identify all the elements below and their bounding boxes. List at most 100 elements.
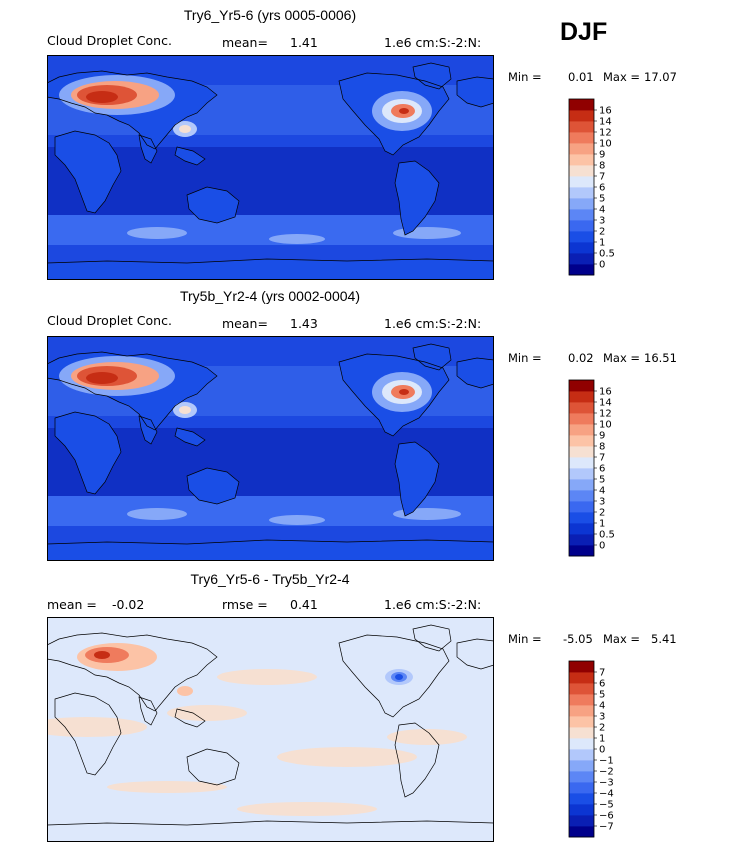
panel-1-map bbox=[47, 55, 494, 280]
contour-region bbox=[456, 357, 494, 389]
colorbar-bin bbox=[569, 545, 594, 557]
contour-region bbox=[269, 515, 325, 525]
contour-region bbox=[237, 802, 377, 816]
contour-region bbox=[338, 72, 450, 156]
colorbar-bin bbox=[569, 231, 594, 243]
contour-region bbox=[175, 147, 205, 165]
colorbar-bin bbox=[569, 694, 594, 706]
panel-3-title: Try6_Yr5-6 - Try5b_Yr2-4 bbox=[190, 571, 350, 587]
colorbar-label: 16 bbox=[599, 106, 612, 117]
colorbar-bin bbox=[569, 176, 594, 188]
panel-1-min-value: 0.01 bbox=[568, 70, 594, 84]
panel-2-units: 1.e6 cm:S:-2:N: bbox=[384, 316, 482, 331]
colorbar-bin bbox=[569, 380, 594, 392]
colorbar-label: 9 bbox=[599, 150, 605, 161]
panel-2-max-label: Max = bbox=[603, 351, 641, 365]
contour-region bbox=[94, 651, 110, 659]
contour-region bbox=[54, 692, 122, 776]
contour-region bbox=[47, 820, 494, 842]
colorbar-bin bbox=[569, 727, 594, 739]
colorbar-bin bbox=[569, 534, 594, 546]
colorbar-bin bbox=[569, 121, 594, 133]
colorbar-label: 14 bbox=[599, 398, 612, 409]
colorbar-label: 1 bbox=[599, 238, 605, 249]
colorbar-label: −4 bbox=[599, 789, 614, 800]
colorbar-label: 7 bbox=[599, 668, 605, 679]
contour-region bbox=[47, 258, 494, 280]
contour-region bbox=[138, 696, 158, 726]
contour-region bbox=[54, 130, 122, 214]
contour-region bbox=[399, 108, 409, 114]
panel-3-max-value: 5.41 bbox=[651, 632, 677, 646]
season-label: DJF bbox=[560, 18, 608, 46]
panel-3-max-label: Max = bbox=[603, 632, 641, 646]
colorbar-bin bbox=[569, 391, 594, 403]
colorbar-label: 0 bbox=[599, 541, 605, 552]
panel-1-min-label: Min = bbox=[508, 70, 542, 84]
colorbar-label: −5 bbox=[599, 800, 614, 811]
colorbar-label: 7 bbox=[599, 172, 605, 183]
colorbar-bin bbox=[569, 705, 594, 717]
contour-region bbox=[338, 353, 450, 437]
colorbar-label: 5 bbox=[599, 690, 605, 701]
contour-region bbox=[174, 708, 206, 728]
colorbar-bin bbox=[569, 738, 594, 750]
contour-region bbox=[394, 441, 440, 517]
colorbar-bin bbox=[569, 479, 594, 491]
contour-region bbox=[186, 748, 240, 786]
panel-3-mean-label: mean = bbox=[47, 597, 97, 612]
colorbar-bin bbox=[569, 187, 594, 199]
colorbar-label: 7 bbox=[599, 453, 605, 464]
colorbar-label: 3 bbox=[599, 712, 605, 723]
colorbar-label: 4 bbox=[599, 205, 605, 216]
panel-3-map bbox=[47, 617, 494, 842]
colorbar-bin bbox=[569, 435, 594, 447]
contour-region bbox=[395, 442, 439, 516]
colorbar-bin bbox=[569, 804, 594, 816]
contour-region bbox=[55, 412, 121, 494]
colorbar-label: 3 bbox=[599, 216, 605, 227]
colorbar-bin bbox=[569, 782, 594, 794]
contour-region bbox=[456, 638, 494, 670]
colorbar-bin bbox=[569, 165, 594, 177]
colorbar-label: 2 bbox=[599, 508, 605, 519]
colorbar-label: 12 bbox=[599, 128, 612, 139]
colorbar-label: 6 bbox=[599, 183, 605, 194]
contour-region bbox=[47, 632, 218, 712]
colorbar-bin bbox=[569, 771, 594, 783]
colorbar-bin bbox=[569, 154, 594, 166]
colorbar-label: 0 bbox=[599, 745, 605, 756]
contour-region bbox=[394, 722, 440, 798]
contour-region bbox=[412, 624, 452, 652]
colorbar-bin bbox=[569, 523, 594, 535]
contour-region bbox=[187, 468, 239, 504]
contour-region bbox=[174, 427, 206, 447]
colorbar-bin bbox=[569, 793, 594, 805]
contour-region bbox=[47, 539, 494, 561]
contour-region bbox=[47, 540, 494, 561]
contour-region bbox=[47, 351, 218, 431]
contour-region bbox=[138, 415, 158, 445]
colorbar-bin bbox=[569, 209, 594, 221]
colorbar-label: −7 bbox=[599, 822, 614, 833]
panel-1-max-value: 17.07 bbox=[644, 70, 677, 84]
contour-region bbox=[86, 372, 118, 384]
panel-3-rmse-value: 0.41 bbox=[290, 597, 318, 612]
colorbar-label: 2 bbox=[599, 723, 605, 734]
contour-region bbox=[127, 227, 187, 239]
contour-region bbox=[179, 406, 191, 414]
colorbar-label: 0 bbox=[599, 260, 605, 271]
colorbar-label: 10 bbox=[599, 420, 612, 431]
colorbar-bin bbox=[569, 512, 594, 524]
contour-region bbox=[394, 160, 440, 236]
colorbar-label: 5 bbox=[599, 194, 605, 205]
colorbar-bin bbox=[569, 826, 594, 838]
panel-1-field: Cloud Droplet Conc. bbox=[47, 33, 172, 48]
colorbar-bin bbox=[569, 220, 594, 232]
panel-2-map bbox=[47, 336, 494, 561]
contour-region bbox=[174, 146, 206, 166]
contour-region bbox=[413, 63, 451, 89]
colorbar-bin bbox=[569, 110, 594, 122]
